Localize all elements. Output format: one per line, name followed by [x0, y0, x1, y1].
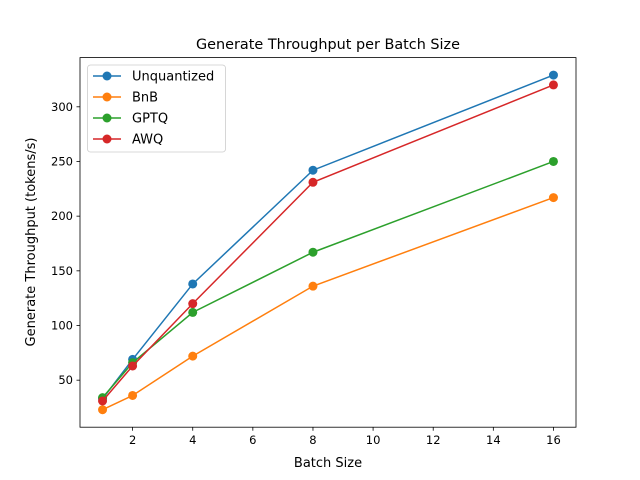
data-point: [128, 361, 138, 371]
legend-label: Unquantized: [132, 70, 214, 85]
chart-title: Generate Throughput per Batch Size: [196, 37, 460, 53]
x-tick-label: 14: [486, 433, 501, 447]
data-point: [188, 299, 198, 309]
legend-entry: GPTQ: [93, 112, 168, 127]
series-awq: [98, 80, 558, 406]
x-tick-label: 2: [129, 433, 136, 447]
data-point: [98, 405, 108, 415]
data-point: [188, 307, 198, 317]
x-axis-label: Batch Size: [294, 456, 362, 471]
data-point: [98, 396, 108, 406]
data-point: [188, 279, 198, 289]
x-tick-label: 10: [366, 433, 381, 447]
legend-entry: Unquantized: [93, 70, 214, 85]
x-tick-label: 12: [426, 433, 441, 447]
y-tick-label: 200: [51, 209, 73, 223]
x-tick-label: 6: [249, 433, 256, 447]
legend-marker: [102, 71, 112, 81]
legend-frame: [87, 64, 226, 153]
data-point: [548, 156, 558, 166]
data-point: [548, 80, 558, 90]
y-tick-label: 100: [51, 319, 73, 333]
axes-frame: [79, 57, 577, 428]
x-tick-label: 4: [189, 433, 196, 447]
data-point: [308, 165, 318, 175]
data-point: [548, 70, 558, 80]
data-point: [308, 247, 318, 257]
data-point: [548, 193, 558, 203]
legend-entry: AWQ: [93, 133, 163, 148]
legend-marker: [102, 113, 112, 123]
series-bnb: [98, 193, 558, 415]
y-tick-label: 50: [58, 373, 73, 387]
y-axis-label: Generate Throughput (tokens/s): [24, 138, 39, 347]
legend: Unquantized BnB GPTQ AWQ: [87, 64, 226, 153]
x-tick-label: 8: [309, 433, 316, 447]
legend-marker: [102, 92, 112, 102]
legend-label: BnB: [132, 91, 158, 106]
legend-label: AWQ: [132, 133, 163, 148]
legend-label: GPTQ: [132, 112, 168, 127]
y-tick-label: 250: [51, 154, 73, 168]
data-point: [308, 177, 318, 187]
y-tick-label: 300: [51, 100, 73, 114]
x-tick-label: 16: [546, 433, 561, 447]
legend-marker: [102, 134, 112, 144]
legend-entry: BnB: [93, 91, 158, 106]
data-point: [308, 281, 318, 291]
y-tick-label: 150: [51, 264, 73, 278]
data-point: [128, 390, 138, 400]
data-point: [188, 351, 198, 361]
